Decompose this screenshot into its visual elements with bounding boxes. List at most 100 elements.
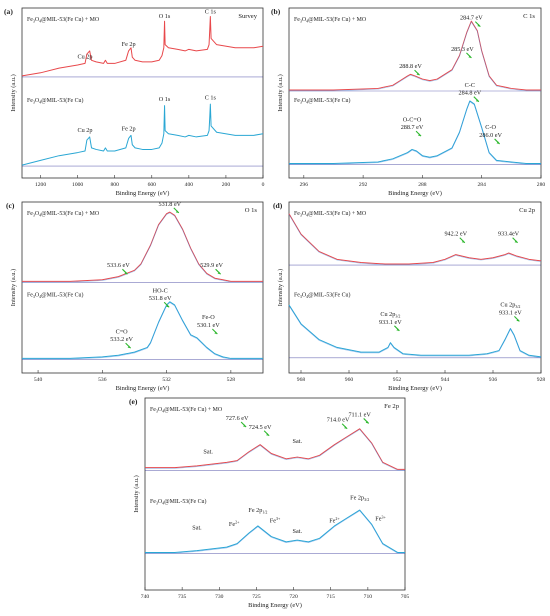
- series-label-part: Fe: [27, 293, 33, 299]
- x-tick-label: 952: [393, 377, 402, 383]
- plot-frame-a: [21, 7, 264, 179]
- y-axis-label: Intensity (a.u.): [10, 74, 17, 111]
- x-tick-label: 540: [34, 377, 43, 383]
- panel-label: (d): [273, 201, 283, 210]
- series-label-part: Fe: [150, 407, 156, 413]
- series-line: [145, 428, 405, 470]
- annotation-text: 727.6 eV: [226, 415, 249, 422]
- series-label-part: @MIL-53(Fe Cu) + MO: [308, 16, 367, 23]
- series-label-part: Fe: [27, 17, 33, 23]
- series-label-part: O: [35, 98, 40, 104]
- series-label-part: O: [302, 211, 307, 217]
- panel-d: 968 960 952 944 936 928 (d) Cu 2p Binding Energy…: [273, 201, 545, 392]
- annotation: 531.8 eV: [158, 201, 181, 208]
- annotation: Sat.: [203, 449, 213, 456]
- x-axis-label: Binding Energy (eV): [388, 190, 442, 197]
- annotation-text: Sat.: [293, 528, 303, 535]
- x-tick-label: 292: [359, 182, 368, 188]
- annotation-arrowhead: [468, 55, 472, 58]
- series-label-part: Fe: [294, 211, 300, 217]
- x-tick-label: 720: [289, 594, 298, 600]
- annotation-arrowhead: [496, 141, 500, 144]
- series-label-sub: 3: [300, 213, 302, 218]
- annotation: 529.9 eV: [200, 262, 223, 269]
- series-line: [21, 16, 264, 77]
- annotation: O 1s: [159, 13, 171, 20]
- annotation-text: Fe: [329, 517, 335, 524]
- series-label-part: O: [35, 211, 40, 217]
- series-label-part: Fe: [294, 17, 300, 23]
- panel-label: (a): [4, 7, 13, 16]
- x-tick-label: 800: [110, 182, 119, 188]
- annotation: Fe 2p: [122, 126, 136, 133]
- series-label-sub: 4: [162, 409, 164, 414]
- plot-frame-b: [288, 7, 542, 179]
- annotation-sub: 3/2: [515, 304, 520, 309]
- panel-e: 740 735 730 725 720 715 710 705 (e) Fe 2p Binding …: [129, 397, 409, 609]
- annotation-text: 933.1 eV: [499, 309, 522, 316]
- annotation: Sat.: [293, 438, 303, 445]
- x-tick-label: 928: [537, 377, 546, 383]
- annotation: 288.7 eV: [401, 124, 424, 131]
- annotation: 285.3 eV: [451, 46, 474, 53]
- annotation-arrowhead: [344, 426, 348, 429]
- annotation: 533.2 eV: [110, 336, 133, 343]
- x-tick-label: 960: [345, 377, 354, 383]
- annotation: 933.1 eV: [499, 309, 522, 316]
- series-label-part: @MIL-53(Fe Cu) + MO: [41, 210, 100, 217]
- series-label-sub: 3: [33, 100, 35, 105]
- x-tick-label: 730: [215, 594, 224, 600]
- x-tick-label: 705: [401, 594, 410, 600]
- annotation: 530.1 eV: [197, 322, 220, 329]
- panel-title: C 1s: [523, 13, 535, 20]
- annotation: O-C=O: [403, 116, 422, 123]
- annotation-sup: 2+: [235, 520, 240, 525]
- annotation-text: Sat.: [203, 449, 213, 456]
- annotation-text: Cu 2p: [78, 54, 93, 61]
- series-line: [145, 509, 405, 553]
- annotation: Fe3+: [270, 516, 281, 524]
- series-label: Fe3O4@MIL-53(Fe Cu): [294, 97, 350, 105]
- annotation: HO-C: [153, 287, 168, 294]
- annotation-text: Cu 2p: [500, 302, 515, 309]
- series-label-part: @MIL-53(Fe Cu): [41, 97, 83, 104]
- x-tick-label: 715: [327, 594, 336, 600]
- x-tick-label: 288: [418, 182, 427, 188]
- series-label-part: O: [302, 98, 307, 104]
- plot-frame-c: [21, 201, 264, 374]
- annotation-arrowhead: [477, 24, 481, 27]
- x-tick-label: 200: [222, 182, 231, 188]
- annotation-arrowhead: [214, 331, 218, 334]
- annotation-text: 529.9 eV: [200, 262, 223, 269]
- series-line: [22, 301, 263, 359]
- series-label: Fe3O4@MIL-53(Fe Cu): [294, 292, 350, 300]
- series-label-sub: 3: [33, 213, 35, 218]
- annotation-text: 711.1 eV: [348, 411, 371, 418]
- annotation: 933.4eV: [498, 231, 520, 238]
- y-axis-label: Intensity (a.u.): [10, 269, 17, 306]
- series-label-part: O: [158, 407, 163, 413]
- annotation-text: Sat.: [293, 438, 303, 445]
- annotation-arrowhead: [418, 133, 422, 137]
- x-tick-label: 400: [185, 182, 194, 188]
- annotation-text: 286.0 eV: [479, 132, 502, 139]
- x-axis-label: Binding Energy (eV): [116, 190, 170, 197]
- y-axis-label: Intensity (a.u.): [133, 475, 140, 512]
- annotation: 284.7 eV: [460, 15, 483, 22]
- annotation: Cu 2p: [78, 54, 93, 61]
- x-tick-label: 968: [297, 377, 306, 383]
- annotation-text: C 1s: [205, 94, 217, 101]
- annotation-text: 531.8 eV: [149, 295, 172, 302]
- series-label-sub: 4: [39, 294, 41, 299]
- annotation: 286.0 eV: [479, 132, 502, 139]
- x-tick-label: 740: [141, 594, 150, 600]
- annotation-text: 533.6 eV: [107, 262, 130, 269]
- series-label-part: @MIL-53(Fe Cu) + MO: [41, 16, 100, 23]
- series-label-part: O: [302, 17, 307, 23]
- annotation-text: 288.8 eV: [399, 63, 422, 70]
- series-label: Fe3O4@MIL-53(Fe Cu) + MO: [27, 16, 100, 24]
- x-axis-label: Binding Energy (eV): [248, 602, 302, 609]
- annotation-text: Fe 2p: [122, 126, 136, 133]
- annotation-text: C-O: [485, 124, 496, 131]
